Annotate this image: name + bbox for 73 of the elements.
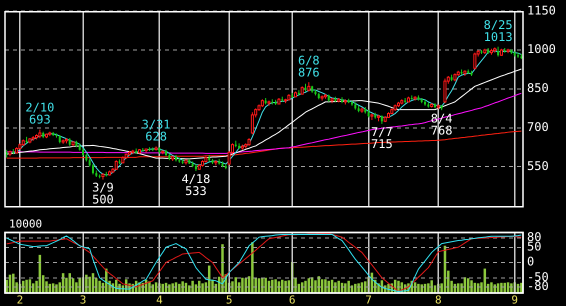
x-tick-label: 5 xyxy=(226,293,232,306)
bar xyxy=(370,272,374,293)
bar xyxy=(161,284,164,293)
x-tick-label: 2 xyxy=(16,293,24,306)
bar xyxy=(92,273,94,293)
bar xyxy=(337,280,340,293)
bar xyxy=(274,279,277,293)
bar xyxy=(427,283,430,293)
bar xyxy=(48,284,52,293)
bar xyxy=(344,283,347,293)
bar xyxy=(208,266,210,293)
bar xyxy=(68,273,71,293)
bar xyxy=(281,280,284,293)
annotation: 4/18 533 xyxy=(181,172,210,198)
bar xyxy=(251,242,254,293)
bar xyxy=(520,282,523,293)
bar xyxy=(32,283,34,293)
bar xyxy=(264,278,267,293)
y-tick-label: 1000 xyxy=(527,42,556,56)
y-tick-label: 550 xyxy=(527,158,549,173)
bar xyxy=(88,276,91,293)
bar xyxy=(347,280,350,293)
bar xyxy=(178,284,181,293)
bar xyxy=(304,280,307,293)
annotation: 3/9 500 xyxy=(92,180,114,207)
bar xyxy=(308,278,310,293)
bar xyxy=(464,277,466,293)
bar xyxy=(171,283,174,293)
annotation: 8/25 1013 xyxy=(484,18,513,44)
candlestick xyxy=(92,164,94,175)
bar xyxy=(490,282,493,293)
annotation: 2/10 693 xyxy=(25,100,54,127)
y-tick-label: 700 xyxy=(527,120,549,134)
bar xyxy=(444,246,446,293)
x-tick-label: 7 xyxy=(365,293,372,306)
bar xyxy=(354,284,357,293)
x-tick-label: 9 xyxy=(511,293,518,306)
y-tick-label: 0 xyxy=(527,254,534,269)
bar xyxy=(466,278,470,293)
bar xyxy=(201,283,204,293)
bar xyxy=(234,277,238,293)
bar xyxy=(154,282,158,293)
bar xyxy=(244,278,247,293)
bar xyxy=(314,280,317,293)
bar xyxy=(330,280,334,293)
bar xyxy=(184,282,188,293)
bar xyxy=(457,283,460,293)
bar xyxy=(75,282,78,293)
bar xyxy=(506,282,510,293)
annotation: 6/8 876 xyxy=(298,53,320,80)
bar xyxy=(474,282,476,293)
text: 10000 xyxy=(9,217,42,230)
bar xyxy=(98,280,101,293)
x-tick-label: 6 xyxy=(288,293,296,306)
bar xyxy=(12,274,15,293)
bar xyxy=(268,280,270,293)
bar xyxy=(25,280,28,293)
x-tick-label: 8 xyxy=(435,293,442,306)
bar xyxy=(496,283,500,293)
bar xyxy=(241,278,244,293)
bar xyxy=(484,268,486,293)
bar xyxy=(320,279,324,293)
y-tick-label: 850 xyxy=(527,81,549,96)
bar xyxy=(194,284,198,293)
bar xyxy=(38,254,42,293)
bar xyxy=(324,279,327,293)
bar xyxy=(417,284,420,293)
x-tick-label: 4 xyxy=(156,293,164,306)
y-tick-label: 1150 xyxy=(527,3,556,18)
bar xyxy=(8,274,12,293)
bar xyxy=(360,282,364,293)
x-tick-label: 3 xyxy=(80,293,86,306)
bar xyxy=(258,278,260,293)
